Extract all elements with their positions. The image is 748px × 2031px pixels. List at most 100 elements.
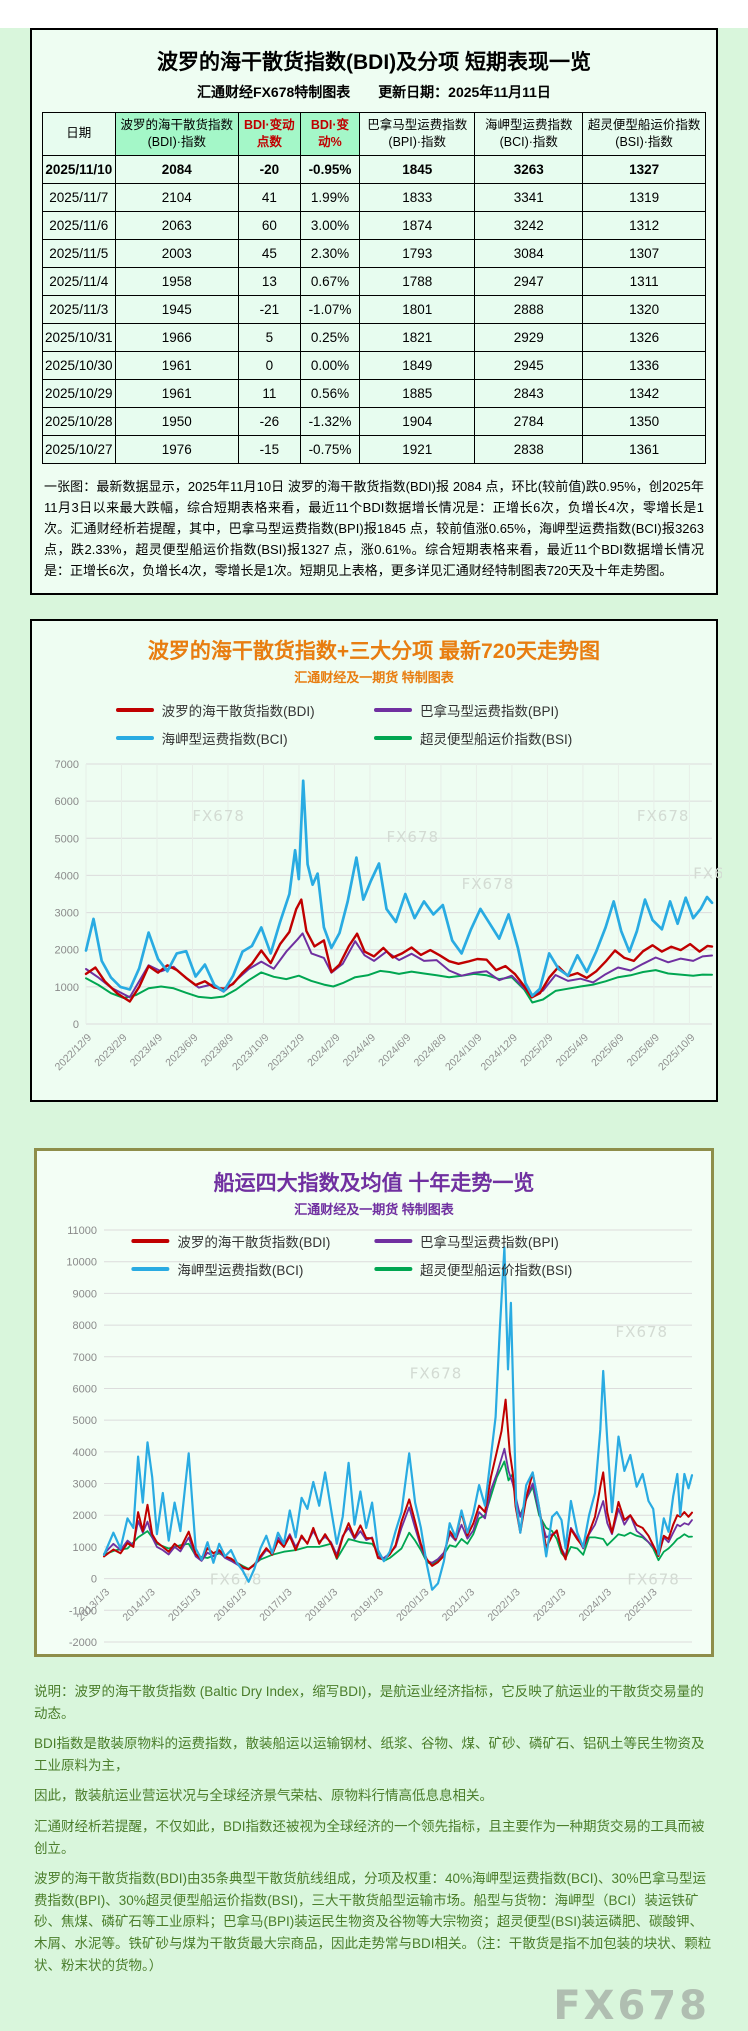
- chart-10y-subtitle: 汇通财经及一期货 特制图表: [294, 1201, 454, 1217]
- table-cell: 1307: [582, 238, 706, 268]
- table-cell: 60: [238, 210, 301, 240]
- bdi-series-line: [84, 898, 714, 1003]
- explanation-line: 汇通财经析若提醒，不仅如此，BDI指数还被视为全球经济的一个领先指标，且主要作为…: [34, 1818, 705, 1856]
- x-tick-label: 2025/2/9: [518, 1032, 555, 1069]
- chart-10y-title: 船运四大指数及均值 十年走势一览: [213, 1171, 535, 1195]
- table-cell: -0.95%: [299, 154, 361, 184]
- chart-720d-card: 波罗的海干散货指数+三大分项 最新720天走势图 汇通财经及一期货 特制图表 波…: [30, 618, 722, 1102]
- legend-label: 巴拿马型运费指数(BPI): [419, 1234, 559, 1250]
- y-tick-label: 0: [91, 1574, 97, 1586]
- y-tick-label: 4000: [73, 1447, 97, 1459]
- x-tick-label: 2014/1/3: [120, 1586, 157, 1623]
- table-cell: -26: [238, 406, 301, 436]
- chart-10y-card: 船运四大指数及均值 十年走势一览 汇通财经及一期货 特制图表 波罗的海干散货指数…: [34, 1147, 714, 1657]
- x-tick-label: 2022/1/3: [485, 1586, 522, 1623]
- table-cell: 2104: [114, 182, 240, 212]
- table-cell: 1845: [359, 154, 476, 184]
- legend-label: 海岬型运费指数(BCI): [161, 731, 288, 747]
- table-cell: 2025/11/10: [42, 154, 116, 184]
- legend-item-bpi: 巴拿马型运费指数(BPI): [373, 1231, 617, 1251]
- bpi-series-line: [103, 1447, 693, 1570]
- x-tick-label: 2024/2/9: [305, 1032, 342, 1069]
- x-tick-label: 2024/12/9: [479, 1032, 521, 1074]
- table-cell: 1945: [114, 294, 240, 324]
- table-cell: 0.00%: [299, 350, 361, 380]
- x-tick-label: 2025/4/9: [554, 1032, 591, 1069]
- table-row: 2025/10/27 1976 -15 -0.75% 1921 2838 1361: [42, 434, 706, 464]
- table-row: 2025/10/28 1950 -26 -1.32% 1904 2784 1350: [42, 406, 706, 436]
- y-tick-label: 11000: [67, 1225, 97, 1237]
- table-cell: 1904: [359, 406, 476, 436]
- x-tick-label: 2018/1/3: [303, 1586, 340, 1623]
- y-tick-label: 1000: [55, 982, 79, 994]
- table-cell: 1312: [582, 210, 706, 240]
- y-tick-label: 2000: [55, 945, 79, 957]
- x-tick-label: 2024/10/9: [443, 1032, 485, 1074]
- legend-item-bci: 海岬型运费指数(BCI): [115, 728, 374, 748]
- bpi-line-swatch: [373, 1238, 412, 1243]
- x-tick-label: 2023/6/9: [163, 1032, 200, 1069]
- table-cell: 1342: [582, 378, 706, 408]
- column-header: BDI·变动%: [299, 112, 361, 156]
- bpi-line-swatch: [373, 707, 412, 712]
- y-tick-label: 8000: [73, 1320, 97, 1332]
- legend-label: 超灵便型船运价指数(BSI): [419, 1262, 573, 1278]
- x-tick-label: 2025/6/9: [589, 1032, 626, 1069]
- table-subtitle: 汇通财经FX678特制图表 更新日期：2025年11月11日: [42, 82, 706, 102]
- table-cell: 3341: [474, 182, 584, 212]
- table-cell: 2025/11/7: [42, 182, 116, 212]
- legend-item-bsi: 超灵便型船运价指数(BSI): [373, 728, 632, 748]
- x-tick-label: 2023/10/9: [230, 1032, 272, 1074]
- chart-watermark: FX678: [410, 1364, 463, 1382]
- table-cell: 1788: [359, 266, 476, 296]
- column-header: 巴拿马型运费指数(BPI)·指数: [359, 112, 476, 156]
- column-header: 波罗的海干散货指数(BDI)·指数: [114, 112, 240, 156]
- bdi-table-head: 日期 波罗的海干散货指数(BDI)·指数 BDI·变动点数 BDI·变动% 巴拿马型运费…: [42, 112, 706, 156]
- table-cell: -21: [238, 294, 301, 324]
- x-tick-label: 2022/12/9: [53, 1032, 95, 1074]
- table-row: 2025/11/6 2063 60 3.00% 1874 3242 1312: [42, 210, 706, 240]
- x-tick-label: 2023/2/9: [92, 1032, 129, 1069]
- table-cell: 3.00%: [299, 210, 361, 240]
- table-cell: 1874: [359, 210, 476, 240]
- table-cell: 1350: [582, 406, 706, 436]
- table-cell: 1327: [582, 154, 706, 184]
- table-row: 2025/11/3 1945 -21 -1.07% 1801 2888 1320: [42, 294, 706, 324]
- explanation-line: 说明：波罗的海干散货指数 (Baltic Dry Index，缩写BDI)，是航…: [34, 1683, 704, 1721]
- legend-item-bci: 海岬型运费指数(BCI): [131, 1259, 374, 1279]
- table-cell: 2.30%: [299, 238, 361, 268]
- table-cell: 2784: [474, 406, 584, 436]
- legend-label: 波罗的海干散货指数(BDI): [161, 703, 315, 719]
- table-cell: 1961: [114, 378, 240, 408]
- x-tick-label: 2025/1/3: [622, 1586, 659, 1623]
- table-row: 2025/11/7 2104 41 1.99% 1833 3341 1319: [42, 182, 706, 212]
- table-cell: 1885: [359, 378, 476, 408]
- legend-label: 海岬型运费指数(BCI): [177, 1262, 304, 1278]
- table-cell: 2025/10/28: [42, 406, 116, 436]
- page-title: 波罗的海干散货指数(BDI)及分项 短期表现一览: [157, 51, 591, 74]
- table-cell: -0.75%: [299, 434, 361, 464]
- table-cell: 11: [238, 378, 301, 408]
- table-cell: 0.25%: [299, 322, 361, 352]
- table-cell: 2025/10/27: [42, 434, 116, 464]
- table-cell: 2929: [474, 322, 584, 352]
- table-cell: 1311: [582, 266, 706, 296]
- y-tick-label: 10000: [66, 1257, 97, 1269]
- explanation-footer: 说明：波罗的海干散货指数 (Baltic Dry Index，缩写BDI)，是航…: [34, 1681, 714, 2031]
- table-cell: 1320: [582, 294, 706, 324]
- bci-line-swatch: [115, 735, 154, 740]
- legend-label: 波罗的海干散货指数(BDI): [177, 1234, 331, 1250]
- chart-watermark: FX678: [693, 864, 722, 882]
- table-cell: 2945: [474, 350, 584, 380]
- table-cell: 1.99%: [299, 182, 361, 212]
- table-cell: 1361: [582, 434, 706, 464]
- x-tick-label: 2017/1/3: [257, 1586, 294, 1623]
- table-cell: 0.67%: [299, 266, 361, 296]
- table-cell: 2025/11/4: [42, 266, 116, 296]
- table-cell: 3263: [474, 154, 584, 184]
- legend-item-bdi: 波罗的海干散货指数(BDI): [115, 700, 374, 720]
- bpi-series-line: [85, 932, 713, 999]
- table-cell: 0.56%: [299, 378, 361, 408]
- bdi-line-swatch: [131, 1238, 170, 1243]
- table-cell: 3242: [474, 210, 584, 240]
